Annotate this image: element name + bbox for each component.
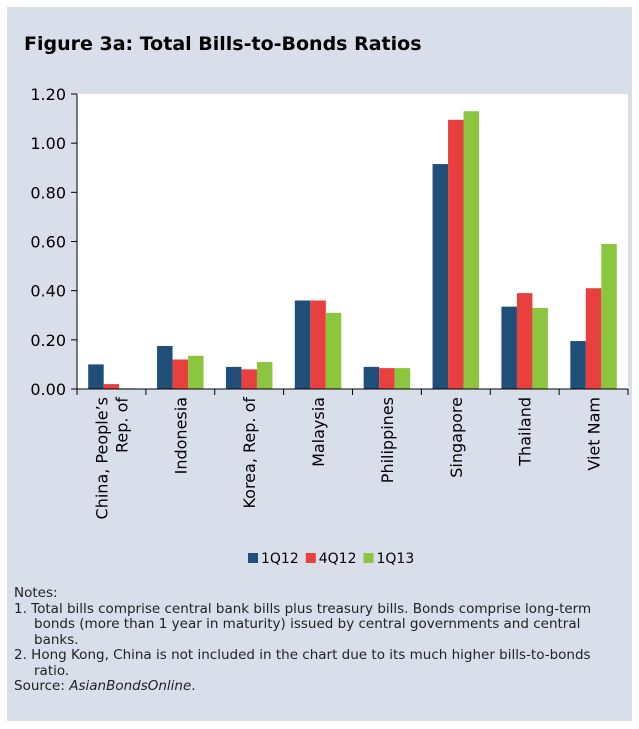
bar xyxy=(157,345,173,389)
y-tick-label: 1.20 xyxy=(30,85,66,104)
bar xyxy=(394,368,411,389)
bar xyxy=(448,119,464,389)
y-tick-label: 0.80 xyxy=(30,183,66,202)
note-2: 2. Hong Kong, China is not included in t… xyxy=(14,647,591,679)
bar xyxy=(363,366,380,389)
notes-heading: Notes: xyxy=(14,585,58,601)
bar xyxy=(501,306,517,389)
source-label: Source: xyxy=(14,678,70,694)
bar xyxy=(379,368,395,389)
notes-block: Notes: 1. Total bills comprise central b… xyxy=(14,585,619,695)
bar xyxy=(241,369,257,389)
bar xyxy=(294,300,311,389)
bar xyxy=(225,366,242,389)
legend-label: 1Q12 xyxy=(261,551,299,567)
bar xyxy=(256,361,273,389)
x-tick-label: China, People’s xyxy=(92,397,111,519)
x-tick-label: Rep. of xyxy=(112,397,131,453)
chart-title: Figure 3a: Total Bills-to-Bonds Ratios xyxy=(24,33,422,55)
x-tick-label: Philippines xyxy=(378,397,397,483)
bar xyxy=(532,307,548,389)
y-tick-label: 0.20 xyxy=(30,331,66,350)
y-tick-label: 0.40 xyxy=(30,282,66,301)
bar xyxy=(432,164,449,389)
x-tick-label: Singapore xyxy=(447,397,466,478)
source-end: . xyxy=(191,678,196,694)
note-1: 1. Total bills comprise central bank bil… xyxy=(14,600,592,648)
bar xyxy=(601,243,617,389)
y-tick-label: 0.00 xyxy=(30,380,66,399)
x-tick-label: Indonesia xyxy=(171,397,190,474)
bar xyxy=(88,364,104,389)
y-tick-label: 1.00 xyxy=(30,134,66,153)
bar xyxy=(325,312,342,389)
x-tick-label: Korea, Rep. of xyxy=(240,397,259,509)
legend-swatch xyxy=(248,553,258,563)
source-line: Source: AsianBondsOnline. xyxy=(14,678,619,695)
x-tick-label: Malaysia xyxy=(309,397,328,467)
bar xyxy=(516,293,533,389)
y-tick-label: 0.60 xyxy=(30,233,66,252)
x-tick-label: Viet Nam xyxy=(585,397,604,471)
bar xyxy=(172,359,189,389)
bar xyxy=(570,341,586,389)
bar xyxy=(463,111,480,389)
bar xyxy=(103,384,120,389)
bar xyxy=(585,288,602,389)
bar xyxy=(310,300,326,389)
legend-swatch xyxy=(363,553,374,563)
bar xyxy=(188,355,204,389)
legend-label: 4Q12 xyxy=(319,551,357,567)
source-name: AsianBondsOnline xyxy=(69,678,192,694)
legend-label: 1Q13 xyxy=(377,551,415,567)
bar-chart: 0.00 0.20 0.40 0.60 0.80 1.00 1.20 China, Peopl… xyxy=(30,85,629,567)
x-tick-label: Thailand xyxy=(516,397,535,467)
legend-swatch xyxy=(305,553,316,563)
